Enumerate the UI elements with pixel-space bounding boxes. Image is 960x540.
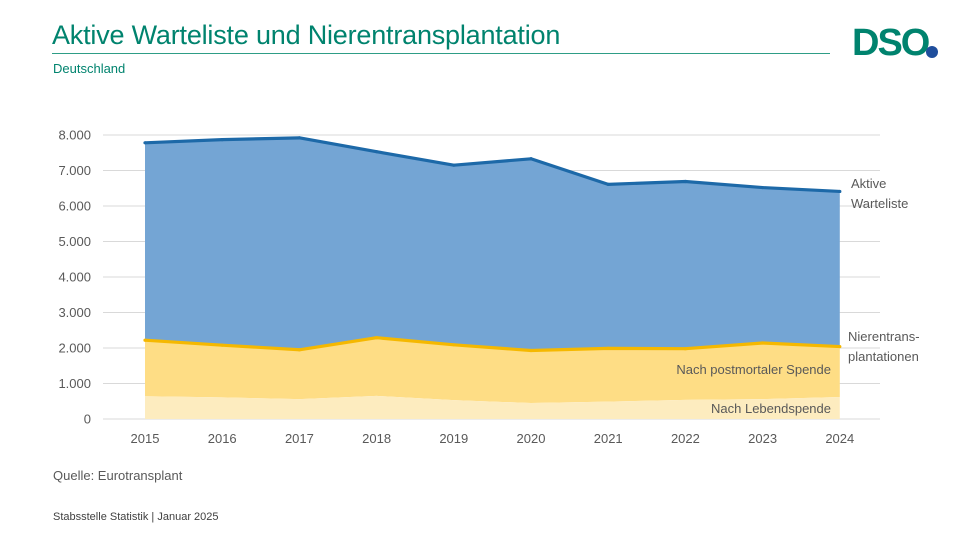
y-tick-label: 6.000 [58,199,91,214]
transplant-point [606,346,610,350]
x-tick-label: 2016 [208,431,237,446]
footer-credit: Stabsstelle Statistik | Januar 2025 [53,511,219,523]
title-divider [52,53,830,54]
y-tick-label: 0 [84,412,91,427]
waitlist-point [761,185,765,190]
waitlist-point [297,136,301,140]
transplant-point [143,338,147,342]
transplant-point [297,348,301,352]
x-tick-label: 2024 [825,431,854,446]
chart-subtitle: Deutschland [53,61,126,76]
y-tick-label: 1.000 [58,376,91,391]
transplant-point [683,347,688,351]
chart-title: Aktive Warteliste und Nierentransplantat… [52,20,561,50]
waitlist-point [606,182,610,186]
waitlist-point [683,179,688,184]
transplant-point [375,336,379,340]
dso-logo: DSO [852,22,938,62]
postmortal-area [145,337,840,404]
transplant-label-line2: plantationen [848,349,919,364]
x-tick-label: 2019 [439,431,468,446]
waitlist-area [145,137,840,351]
source-note: Quelle: Eurotransplant [53,468,183,483]
waitlist-label-line1: Aktive [851,176,886,191]
transplant-point [452,343,456,347]
transplant-line [144,336,840,353]
waitlist-point [838,189,842,194]
x-tick-label: 2017 [285,431,314,446]
postmortal-label: Nach postmortaler Spende [676,362,831,377]
waitlist-point [143,141,147,145]
logo-dot [926,46,938,58]
x-tick-label: 2018 [362,431,391,446]
y-tick-label: 3.000 [58,305,91,320]
x-tick-label: 2020 [517,431,546,446]
x-tick-label: 2015 [131,431,160,446]
waitlist-point [452,163,456,167]
waitlist-line [144,136,840,194]
transplant-point [529,348,533,353]
waitlist-point [220,138,224,142]
y-tick-label: 7.000 [58,163,91,178]
y-tick-label: 2.000 [58,341,91,356]
transplant-point [761,341,765,345]
waitlist-label-line2: Warteliste [851,196,908,211]
x-tick-label: 2023 [748,431,777,446]
y-tick-label: 5.000 [58,234,91,249]
y-tick-label: 4.000 [58,270,91,285]
transplant-label-line1: Nierentrans- [848,329,920,344]
living-area [145,395,840,419]
transplant-point [838,344,842,349]
living-label: Nach Lebendspende [711,401,831,416]
x-tick-label: 2021 [594,431,623,446]
waitlist-point [375,150,379,154]
x-tick-label: 2022 [671,431,700,446]
transplant-point [220,343,224,347]
y-tick-label: 8.000 [58,128,91,143]
waitlist-point [529,157,533,161]
logo-text: DSO [852,22,929,62]
